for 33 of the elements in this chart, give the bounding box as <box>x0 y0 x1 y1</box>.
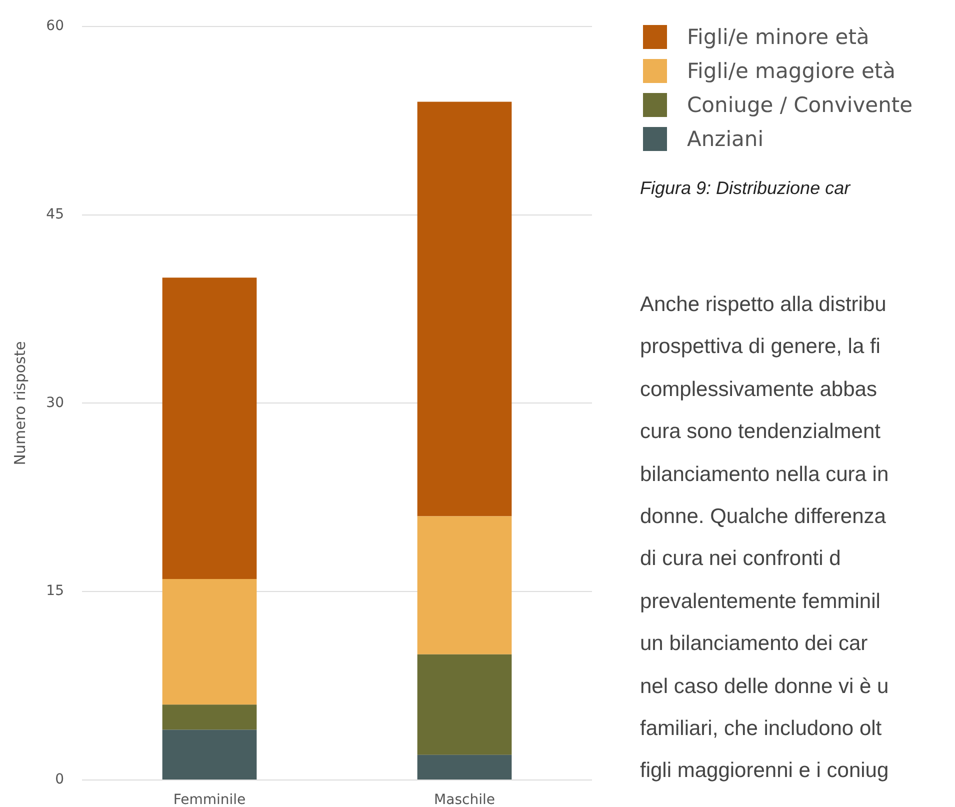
y-tick-label: 30 <box>46 394 64 411</box>
y-tick-label: 0 <box>55 772 64 788</box>
bar <box>417 516 512 654</box>
text: figli maggiorenni e i coniug <box>640 758 889 784</box>
text: familiari, che includono olt <box>640 716 882 742</box>
y-tick-label: 60 <box>46 18 64 34</box>
bar <box>417 754 512 780</box>
text: nel caso delle donne vi è u <box>640 674 889 700</box>
legend-label: Figli/e minore età <box>687 25 870 49</box>
x-tick-label: Maschile <box>434 792 495 807</box>
legend-label: Coniuge / Convivente <box>687 93 913 117</box>
bar <box>417 654 512 755</box>
y-tick-label: 45 <box>46 206 64 222</box>
bar <box>162 704 257 730</box>
legend-label: Anziani <box>687 127 764 151</box>
y-axis-title: Numero risposte <box>10 341 29 466</box>
bar <box>162 730 257 780</box>
text: un bilanciamento dei car <box>640 631 868 658</box>
text: Anche rispetto alla distribu <box>640 292 886 318</box>
text: complessivamente abbas <box>640 376 877 403</box>
text: bilanciamento nella cura in <box>640 462 889 488</box>
text: prospettiva di genere, la fi <box>640 334 880 360</box>
text: di cura nei confronti d <box>640 546 841 572</box>
bar <box>162 278 257 580</box>
text: donne. Qualche differenza <box>640 504 886 530</box>
text: prevalentemente femminil <box>640 588 880 615</box>
y-tick-label: 15 <box>46 583 64 600</box>
bar <box>162 579 257 705</box>
x-tick-label: Femminile <box>173 792 246 807</box>
text: Figura 9: Distribuzione car <box>640 177 850 199</box>
bar <box>417 102 512 516</box>
text: cura sono tendenzialment <box>640 419 880 446</box>
legend-label: Figli/e maggiore età <box>687 59 896 83</box>
